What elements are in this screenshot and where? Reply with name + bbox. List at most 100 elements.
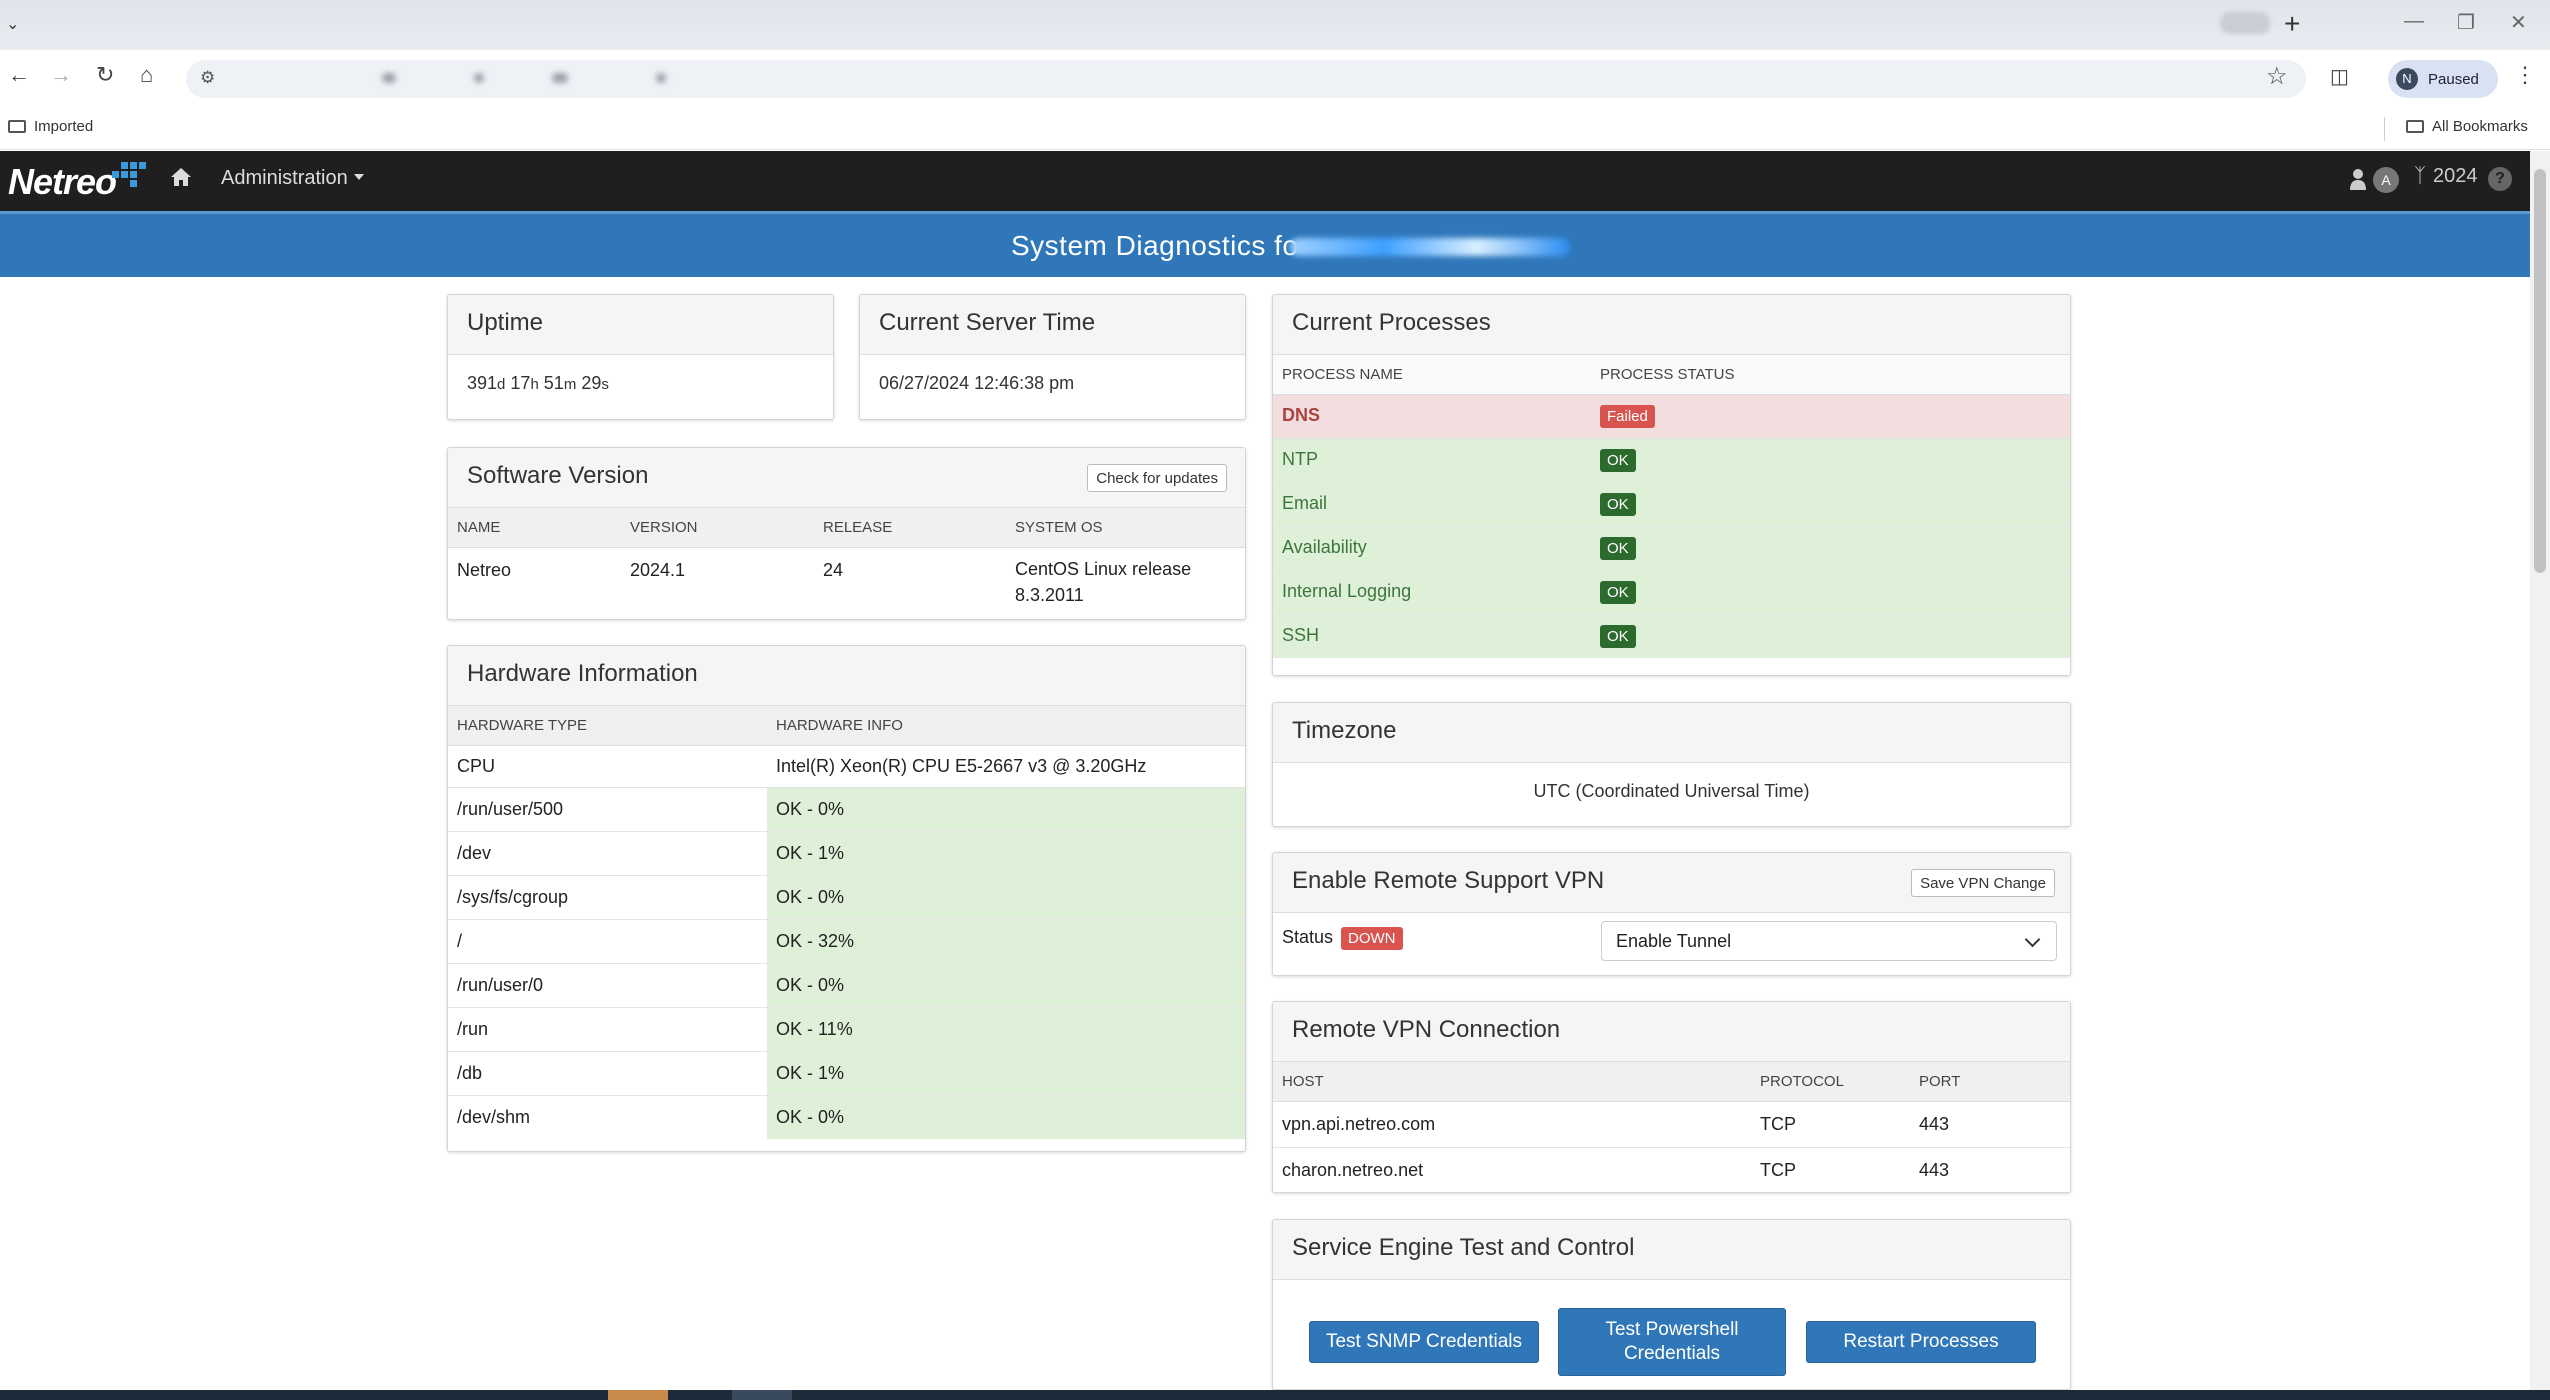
software-release: 24: [814, 547, 1006, 619]
vpn-title-text: Enable Remote Support VPN: [1292, 867, 1605, 894]
minimize-icon[interactable]: —: [2404, 10, 2424, 32]
hardware-info: OK - 1%: [767, 831, 1245, 876]
user-icon[interactable]: [2350, 168, 2366, 190]
timezone-panel: Timezone UTC (Coordinated Universal Time…: [1272, 702, 2071, 827]
restart-processes-button[interactable]: Restart Processes: [1806, 1321, 2036, 1363]
extensions-icon[interactable]: ◫: [2330, 66, 2349, 88]
vpn-protocol: TCP: [1751, 1101, 1910, 1148]
uptime-value: 391d 17h 51m 29s: [448, 355, 833, 412]
close-icon[interactable]: ✕: [2510, 12, 2527, 34]
processes-panel: Current Processes PROCESS NAME PROCESS S…: [1272, 294, 2071, 676]
tab-search-icon[interactable]: ⌄: [6, 16, 20, 33]
bookmark-folder-imported[interactable]: Imported: [8, 118, 93, 135]
site-info-icon[interactable]: ⚙: [200, 68, 216, 87]
process-row-availability: Availability OK: [1273, 526, 2070, 571]
bookmark-star-icon[interactable]: ☆: [2266, 63, 2288, 90]
hardware-type: /: [448, 919, 767, 964]
software-title-text: Software Version: [467, 462, 649, 489]
os-taskbar: [0, 1390, 2550, 1400]
hardware-info: OK - 32%: [767, 919, 1245, 964]
blurred-tab[interactable]: [2220, 12, 2270, 34]
address-bar[interactable]: ⚙: [186, 60, 2306, 98]
bookmarks-bar: Imported All Bookmarks: [0, 108, 2550, 150]
hardware-title: Hardware Information: [448, 646, 1245, 706]
blurred-url: [656, 73, 666, 83]
blurred-url: [474, 73, 484, 83]
app-navbar: Netreo Administration A ᛉ 2024 ?: [0, 151, 2530, 211]
col-version: VERSION: [621, 508, 814, 548]
home-icon[interactable]: ⌂: [140, 62, 154, 87]
vpn-tunnel-select[interactable]: Enable Tunnel: [1601, 921, 2057, 961]
uptime-minutes-unit: m: [563, 376, 577, 393]
user-avatar[interactable]: A: [2373, 167, 2399, 193]
service-engine-panel: Service Engine Test and Control Test SNM…: [1272, 1219, 2071, 1390]
table-row: vpn.api.netreo.com TCP 443: [1273, 1101, 2070, 1148]
logo-mark-icon: [112, 161, 146, 187]
new-tab-button[interactable]: +: [2284, 8, 2301, 39]
back-icon[interactable]: ←: [8, 62, 30, 87]
hardware-info: OK - 11%: [767, 1007, 1245, 1052]
table-row: /sys/fs/cgroup OK - 0%: [448, 875, 1245, 920]
uptime-days: 391: [467, 373, 498, 393]
page-title: System Diagnostics fo: [1011, 230, 1299, 261]
help-icon[interactable]: ?: [2488, 167, 2512, 191]
hardware-panel: Hardware Information HARDWARE TYPE HARDW…: [447, 645, 1246, 1152]
check-updates-button[interactable]: Check for updates: [1087, 464, 1227, 492]
blurred-url: [382, 73, 396, 83]
administration-menu[interactable]: Administration: [221, 167, 364, 190]
save-vpn-button[interactable]: Save VPN Change: [1911, 869, 2055, 897]
col-process-name: PROCESS NAME: [1273, 355, 1591, 395]
table-row: /run/user/500 OK - 0%: [448, 787, 1245, 832]
process-name: DNS: [1273, 394, 1591, 439]
page-scrollbar[interactable]: [2530, 151, 2550, 1390]
reload-icon[interactable]: ↻: [96, 62, 115, 87]
status-badge: OK: [1600, 625, 1636, 648]
remote-vpn-table: HOST PROTOCOL PORT vpn.api.netreo.com TC…: [1273, 1062, 2070, 1192]
table-row: /run/user/0 OK - 0%: [448, 963, 1245, 1008]
profile-button[interactable]: N Paused: [2388, 60, 2498, 98]
vpn-status-label: Status: [1282, 927, 1334, 947]
vpn-panel: Enable Remote Support VPN Save VPN Chang…: [1272, 852, 2071, 976]
netreo-logo[interactable]: Netreo: [8, 161, 117, 202]
process-name: Email: [1273, 482, 1591, 527]
scrollbar-thumb[interactable]: [2534, 169, 2546, 573]
hardware-info: OK - 0%: [767, 787, 1245, 832]
table-row: / OK - 32%: [448, 919, 1245, 964]
status-badge: OK: [1600, 581, 1636, 604]
status-badge: OK: [1600, 537, 1636, 560]
hardware-type: /run: [448, 1007, 767, 1052]
browser-menu-icon[interactable]: ⋮: [2514, 62, 2536, 87]
process-name: Availability: [1273, 526, 1591, 571]
software-title: Software Version Check for updates: [448, 448, 1245, 508]
process-row-ntp: NTP OK: [1273, 438, 2070, 483]
version-label[interactable]: 2024: [2433, 165, 2478, 187]
hardware-table: HARDWARE TYPE HARDWARE INFO CPU Intel(R)…: [448, 706, 1245, 1139]
hardware-type: /db: [448, 1051, 767, 1096]
col-release: RELEASE: [814, 508, 1006, 548]
status-badge: OK: [1600, 493, 1636, 516]
forward-icon[interactable]: →: [50, 62, 72, 87]
process-row-email: Email OK: [1273, 482, 2070, 527]
col-name: NAME: [448, 508, 621, 548]
taskbar-app[interactable]: [732, 1390, 792, 1400]
process-row-ssh: SSH OK: [1273, 614, 2070, 658]
processes-table: PROCESS NAME PROCESS STATUS DNS Failed N…: [1273, 355, 2070, 658]
taskbar-app[interactable]: [608, 1390, 668, 1400]
hardware-type: /sys/fs/cgroup: [448, 875, 767, 920]
software-version-panel: Software Version Check for updates NAME …: [447, 447, 1246, 620]
vpn-title: Enable Remote Support VPN Save VPN Chang…: [1273, 853, 2070, 913]
test-powershell-button[interactable]: Test Powershell Credentials: [1558, 1308, 1786, 1376]
uptime-days-unit: d: [497, 376, 506, 393]
vpn-host: charon.netreo.net: [1273, 1147, 1751, 1192]
home-icon[interactable]: [168, 164, 194, 190]
col-hardware-info: HARDWARE INFO: [767, 706, 1245, 746]
table-row: /db OK - 1%: [448, 1051, 1245, 1096]
restore-icon[interactable]: ❐: [2457, 12, 2475, 34]
vpn-status-badge: DOWN: [1341, 927, 1403, 950]
browser-tabstrip: ⌄ + — ❐ ✕: [0, 0, 2550, 50]
test-snmp-button[interactable]: Test SNMP Credentials: [1309, 1321, 1539, 1363]
bookmark-folder-all[interactable]: All Bookmarks: [2406, 118, 2528, 135]
hardware-type: /dev: [448, 831, 767, 876]
bookmarks-divider: [2384, 117, 2385, 141]
col-host: HOST: [1273, 1062, 1751, 1102]
